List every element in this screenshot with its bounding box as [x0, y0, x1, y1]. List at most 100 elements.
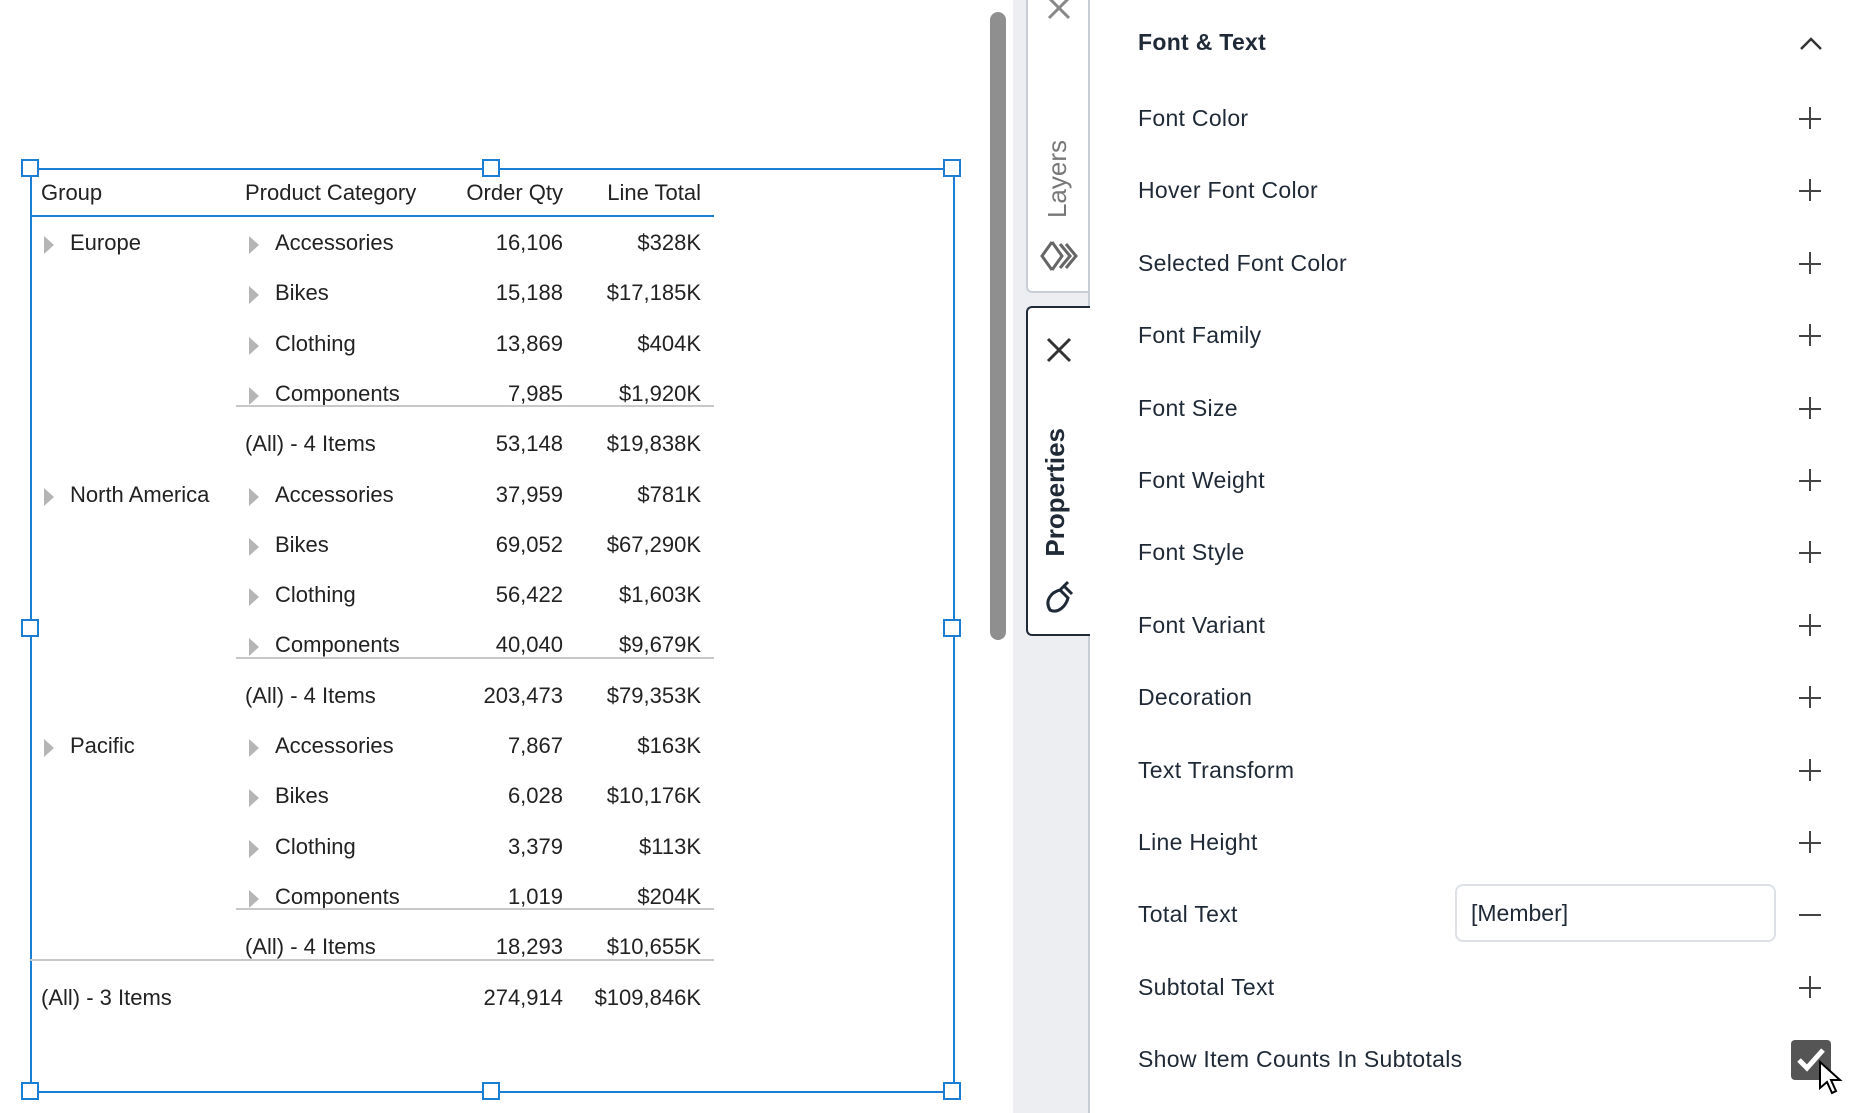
- header-line-total[interactable]: Line Total: [607, 180, 701, 205]
- expand-icon[interactable]: [249, 286, 259, 305]
- line-total-cell: $10,655K: [606, 934, 701, 960]
- expand-icon[interactable]: [249, 487, 259, 506]
- plus-icon[interactable]: [1799, 541, 1823, 565]
- property-font-size[interactable]: Font Size: [1138, 394, 1238, 421]
- plus-icon[interactable]: [1799, 179, 1823, 203]
- subtotal-label: (All) - 4 Items: [245, 682, 376, 708]
- expand-icon[interactable]: [44, 487, 54, 506]
- layers-label: Layers: [1042, 140, 1072, 219]
- property-font-variant[interactable]: Font Variant: [1138, 611, 1266, 638]
- resize-handle[interactable]: [482, 1082, 500, 1100]
- subtotal-divider: [236, 656, 714, 659]
- expand-icon[interactable]: [249, 588, 259, 607]
- category-cell: Clothing: [275, 582, 356, 608]
- property-text-transform[interactable]: Text Transform: [1138, 756, 1295, 783]
- close-icon[interactable]: [1045, 336, 1073, 364]
- expand-icon[interactable]: [249, 739, 259, 757]
- header-group[interactable]: Group: [41, 180, 103, 205]
- expand-icon[interactable]: [249, 638, 259, 657]
- plus-icon[interactable]: [1799, 251, 1823, 276]
- line-total-cell: $204K: [637, 883, 701, 909]
- order-qty-cell: 13,869: [495, 330, 563, 356]
- order-qty-cell: 18,293: [495, 934, 563, 960]
- order-qty-cell: 7,985: [507, 380, 563, 406]
- category-cell: Components: [275, 380, 400, 406]
- expand-icon[interactable]: [249, 889, 259, 908]
- expand-icon[interactable]: [44, 236, 54, 254]
- total-text-input[interactable]: [Member]: [1455, 884, 1776, 943]
- group-cell: Pacific: [70, 733, 135, 758]
- property-font-style[interactable]: Font Style: [1138, 539, 1245, 566]
- header-divider: [30, 215, 714, 217]
- close-icon[interactable]: [1047, 0, 1073, 20]
- grand-total-divider: [30, 958, 714, 961]
- chevron-up-icon[interactable]: [1799, 36, 1823, 52]
- line-total-cell: $79,353K: [606, 682, 701, 708]
- paint-brush-icon: [1046, 580, 1074, 613]
- header-order-qty[interactable]: Order Qty: [466, 180, 563, 205]
- properties-label: Properties: [1040, 428, 1070, 557]
- resize-handle[interactable]: [482, 159, 500, 177]
- plus-icon[interactable]: [1799, 324, 1823, 348]
- expand-icon[interactable]: [249, 336, 259, 355]
- resize-handle[interactable]: [943, 619, 961, 637]
- category-cell: Accessories: [275, 481, 394, 507]
- resize-handle[interactable]: [21, 1082, 39, 1100]
- order-qty-cell: 6,028: [507, 783, 563, 809]
- property-show-item-counts-in-subtotals[interactable]: Show Item Counts In Subtotals: [1138, 1046, 1463, 1073]
- scrollbar[interactable]: [990, 12, 1006, 640]
- category-cell: Components: [275, 632, 400, 658]
- plus-icon[interactable]: [1799, 613, 1823, 638]
- category-cell: Accessories: [275, 733, 394, 758]
- plus-icon[interactable]: [1799, 758, 1823, 783]
- property-subtotal-text[interactable]: Subtotal Text: [1138, 973, 1275, 1000]
- property-hover-font-color[interactable]: Hover Font Color: [1138, 177, 1318, 204]
- category-cell: Bikes: [275, 531, 329, 557]
- category-cell: Clothing: [275, 330, 356, 356]
- section-title[interactable]: Font & Text: [1138, 29, 1267, 55]
- plus-icon[interactable]: [1799, 831, 1823, 855]
- property-font-weight[interactable]: Font Weight: [1138, 467, 1265, 493]
- resize-handle[interactable]: [943, 1082, 961, 1100]
- order-qty-cell: 40,040: [495, 632, 563, 658]
- grand-total-label: (All) - 3 Items: [41, 984, 172, 1010]
- order-qty-cell: 7,867: [507, 733, 563, 758]
- resize-handle[interactable]: [943, 159, 961, 177]
- expand-icon[interactable]: [249, 839, 259, 858]
- order-qty-cell: 1,019: [507, 883, 563, 909]
- plus-icon[interactable]: [1799, 396, 1823, 421]
- order-qty-cell: 69,052: [495, 531, 563, 557]
- expand-icon[interactable]: [249, 386, 259, 405]
- property-font-color[interactable]: Font Color: [1138, 105, 1249, 131]
- minus-icon[interactable]: [1799, 914, 1821, 917]
- expand-icon[interactable]: [44, 739, 54, 757]
- plus-icon[interactable]: [1799, 469, 1823, 493]
- resize-handle[interactable]: [21, 619, 39, 637]
- property-font-family[interactable]: Font Family: [1138, 322, 1262, 349]
- tab-layers[interactable]: Layers: [1026, 0, 1090, 293]
- line-total-cell: $9,679K: [619, 632, 701, 658]
- grand-total-line-total: $109,846K: [594, 984, 701, 1010]
- header-product-category[interactable]: Product Category: [245, 180, 417, 205]
- plus-icon[interactable]: [1799, 686, 1823, 710]
- category-cell: Accessories: [275, 230, 394, 255]
- property-line-height[interactable]: Line Height: [1138, 829, 1258, 855]
- expand-icon[interactable]: [249, 537, 259, 556]
- line-total-cell: $163K: [637, 733, 701, 758]
- expand-icon[interactable]: [249, 789, 259, 808]
- line-total-cell: $67,290K: [606, 531, 701, 557]
- property-decoration[interactable]: Decoration: [1138, 684, 1253, 711]
- expand-icon[interactable]: [249, 236, 259, 254]
- plus-icon[interactable]: [1799, 975, 1823, 1000]
- layers-icon: [1040, 241, 1078, 271]
- group-cell: Europe: [70, 230, 141, 255]
- subtotal-label: (All) - 4 Items: [245, 934, 376, 960]
- category-cell: Components: [275, 883, 400, 909]
- property-selected-font-color[interactable]: Selected Font Color: [1138, 249, 1347, 276]
- property-total-text[interactable]: Total Text: [1138, 901, 1238, 928]
- line-total-cell: $10,176K: [606, 783, 701, 809]
- tab-properties[interactable]: Properties: [1026, 306, 1090, 636]
- resize-handle[interactable]: [21, 159, 39, 177]
- order-qty-cell: 37,959: [495, 481, 563, 507]
- plus-icon[interactable]: [1799, 107, 1823, 131]
